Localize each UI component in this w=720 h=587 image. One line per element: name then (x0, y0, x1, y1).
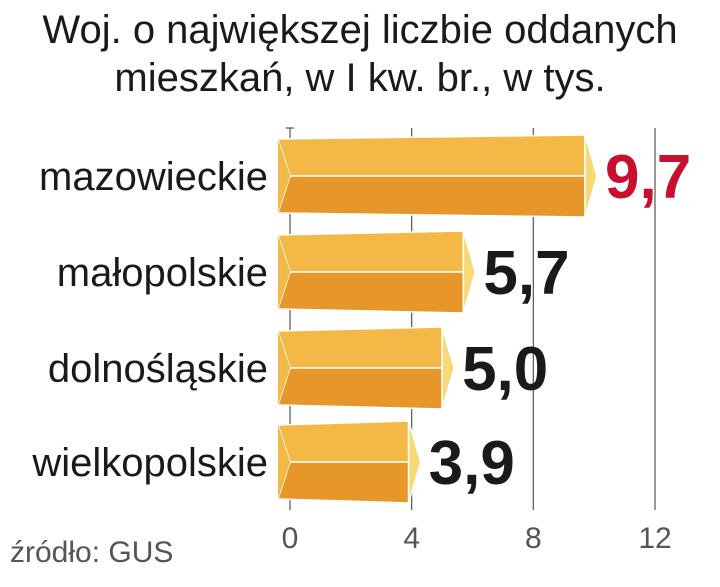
value-label-2: 5,0 (462, 335, 548, 404)
bar-2 (276, 326, 455, 410)
bar-bottom-face-2 (276, 367, 443, 410)
bar-tip-1 (462, 230, 477, 314)
chart-title-line-2: mieszkań, w I kw. br., w tys. (114, 56, 606, 100)
bar-0 (276, 134, 598, 218)
x-tick-label-0: 0 (282, 522, 299, 555)
bar-top-face-1 (276, 230, 465, 273)
bar-left-end-2 (278, 331, 290, 405)
value-label-0: 9,7 (605, 143, 691, 212)
category-label-0: mazowieckie (39, 155, 268, 199)
source-label: źródło: GUS (10, 536, 173, 569)
bar-bottom-face-1 (276, 271, 465, 314)
x-tick-label-3: 12 (638, 522, 671, 555)
bar-top-face-0 (276, 134, 586, 177)
chart-title-line-1: Woj. o największej liczbie oddanych (42, 8, 678, 52)
bar-left-end-3 (278, 425, 290, 499)
bar-top-face-3 (276, 420, 410, 463)
bar-left-end-0 (278, 139, 290, 213)
category-label-1: małopolskie (57, 251, 268, 295)
x-tick-label-2: 8 (525, 522, 542, 555)
bar-tip-0 (584, 134, 598, 218)
category-label-3: wielkopolskie (31, 441, 268, 485)
value-label-1: 5,7 (483, 239, 569, 308)
value-label-3: 3,9 (429, 429, 515, 498)
bar-left-end-1 (278, 235, 290, 309)
bar-1 (276, 230, 477, 314)
x-tick-label-1: 4 (403, 522, 420, 555)
bar-3 (276, 420, 422, 504)
bar-top-face-2 (276, 326, 443, 369)
bar-bottom-face-3 (276, 461, 410, 504)
category-label-2: dolnośląskie (48, 347, 268, 391)
bar-bottom-face-0 (276, 175, 586, 218)
chart-title: Woj. o największej liczbie oddanych mies… (0, 6, 720, 102)
bar-tip-2 (441, 326, 455, 410)
bar-tip-3 (407, 420, 422, 504)
